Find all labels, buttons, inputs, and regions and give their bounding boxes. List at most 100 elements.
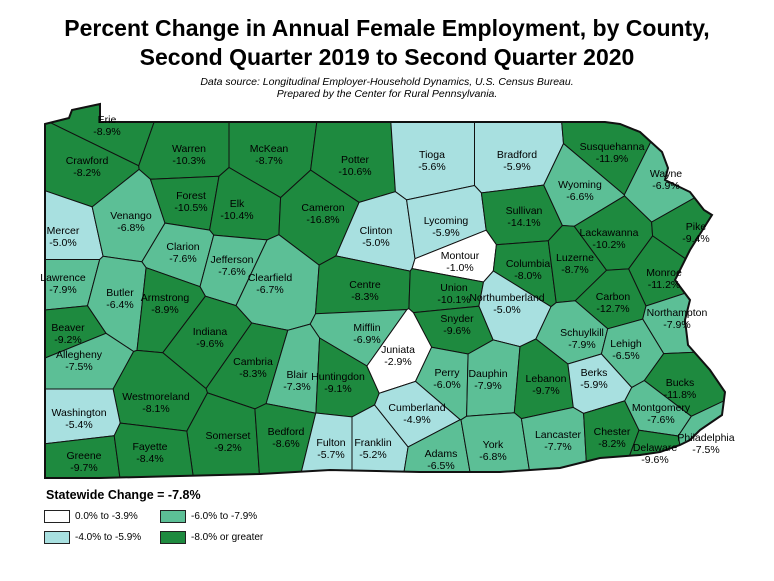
legend-label: 0.0% to -3.9% (75, 511, 138, 522)
county-value: -6.0% (433, 379, 460, 391)
county-label-bucks: Bucks-11.8% (664, 377, 697, 401)
county-name: Fulton (316, 437, 345, 449)
title-line-2: Second Quarter 2019 to Second Quarter 20… (139, 44, 635, 70)
county-label-greene: Greene-9.7% (66, 450, 101, 474)
county-label-adams: Adams-6.5% (425, 448, 458, 472)
county-name: York (483, 439, 504, 451)
county-value: -12.7% (596, 303, 629, 315)
county-label-carbon: Carbon-12.7% (596, 291, 631, 315)
county-value: -5.9% (580, 379, 607, 391)
legend-swatch (160, 531, 186, 544)
county-name: Westmoreland (122, 391, 190, 403)
county-name: Blair (286, 369, 308, 381)
legend: 0.0% to -3.9% -6.0% to -7.9% -4.0% to -5… (44, 510, 344, 546)
county-label-forest: Forest-10.5% (174, 190, 207, 214)
county-label-lehigh: Lehigh-6.5% (610, 338, 642, 362)
county-label-berks: Berks-5.9% (580, 367, 607, 391)
county-label-somerset: Somerset-9.2% (206, 430, 251, 454)
county-value: -8.6% (272, 438, 299, 450)
county-label-elk: Elk-10.4% (220, 198, 253, 222)
county-value: -9.6% (641, 454, 668, 466)
county-name: Lebanon (526, 373, 567, 385)
county-name: Mifflin (353, 322, 380, 334)
county-value: -7.5% (692, 444, 719, 456)
county-label-northumberland: Northumberland-5.0% (469, 292, 544, 316)
county-value: -5.2% (359, 449, 386, 461)
legend-label: -8.0% or greater (191, 532, 264, 543)
county-label-venango: Venango-6.8% (110, 210, 152, 234)
county-name: Franklin (354, 437, 392, 449)
county-name: Union (440, 282, 468, 294)
county-label-potter: Potter-10.6% (338, 154, 371, 178)
county-label-huntingdon: Huntingdon-9.1% (311, 371, 365, 395)
county-label-york: York-6.8% (479, 439, 506, 463)
county-label-lawrence: Lawrence-7.9% (40, 272, 86, 296)
county-value: -8.3% (351, 291, 378, 303)
county-name: Lawrence (40, 272, 86, 284)
county-name: Bedford (268, 426, 305, 438)
county-label-allegheny: Allegheny-7.5% (56, 349, 103, 373)
county-value: -9.7% (532, 385, 559, 397)
county-label-columbia: Columbia-8.0% (506, 258, 551, 282)
county-value: -10.1% (437, 294, 470, 306)
county-value: -7.6% (169, 253, 196, 265)
county-label-washington: Washington-5.4% (51, 407, 106, 431)
county-value: -9.7% (70, 462, 97, 474)
legend-label: -6.0% to -7.9% (191, 511, 258, 522)
county-name: Wyoming (558, 179, 602, 191)
county-name: Elk (230, 198, 245, 210)
county-value: -1.0% (446, 262, 473, 274)
county-name: Luzerne (556, 252, 594, 264)
county-label-blair: Blair-7.3% (283, 369, 310, 393)
county-value: -9.1% (324, 383, 351, 395)
county-value: -8.9% (93, 126, 120, 138)
county-name: Susquehanna (580, 141, 645, 153)
county-name: Crawford (66, 155, 109, 167)
county-value: -9.2% (54, 334, 81, 346)
data-source-note: Data source: Longitudinal Employer-House… (200, 76, 574, 88)
county-name: Clarion (166, 241, 199, 253)
county-name: Sullivan (506, 205, 543, 217)
county-label-dauphin: Dauphin-7.9% (468, 368, 507, 392)
legend-item: -4.0% to -5.9% (44, 531, 141, 544)
county-label-clinton: Clinton-5.0% (360, 225, 393, 249)
county-name: Cambria (233, 356, 273, 368)
county-value: -6.5% (612, 350, 639, 362)
county-value: -5.0% (49, 237, 76, 249)
county-label-sullivan: Sullivan-14.1% (506, 205, 543, 229)
county-label-indiana: Indiana-9.6% (193, 326, 228, 350)
county-label-montour: Montour-1.0% (441, 250, 480, 274)
county-name: Monroe (646, 267, 682, 279)
county-value: -10.5% (174, 202, 207, 214)
county-name: Wayne (650, 168, 682, 180)
county-label-susquehanna: Susquehanna-11.9% (580, 141, 645, 165)
county-value: -14.1% (507, 217, 540, 229)
county-value: -8.2% (73, 167, 100, 179)
county-label-wayne: Wayne-6.9% (650, 168, 682, 192)
county-value: -7.6% (218, 266, 245, 278)
county-name: Beaver (51, 322, 85, 334)
county-label-chester: Chester-8.2% (594, 426, 631, 450)
county-value: -8.9% (151, 304, 178, 316)
county-value: -7.6% (647, 414, 674, 426)
county-label-schuylkill: Schuylkill-7.9% (560, 327, 604, 351)
county-name: Lancaster (535, 429, 582, 441)
county-label-lebanon: Lebanon-9.7% (526, 373, 567, 397)
county-label-pike: Pike-9.4% (682, 221, 709, 245)
legend-swatch (44, 510, 70, 523)
county-name: Clearfield (248, 272, 293, 284)
county-label-clarion: Clarion-7.6% (166, 241, 199, 265)
county-label-lycoming: Lycoming-5.9% (424, 215, 469, 239)
county-value: -8.3% (239, 368, 266, 380)
county-value: -8.7% (561, 264, 588, 276)
county-name: Montour (441, 250, 480, 262)
county-value: -6.5% (427, 460, 454, 472)
county-name: Montgomery (632, 402, 691, 414)
county-label-lancaster: Lancaster-7.7% (535, 429, 582, 453)
county-label-tioga: Tioga-5.6% (418, 149, 445, 173)
county-name: Schuylkill (560, 327, 604, 339)
county-value: -8.1% (142, 403, 169, 415)
county-value: -10.2% (592, 239, 625, 251)
county-value: -5.6% (418, 161, 445, 173)
